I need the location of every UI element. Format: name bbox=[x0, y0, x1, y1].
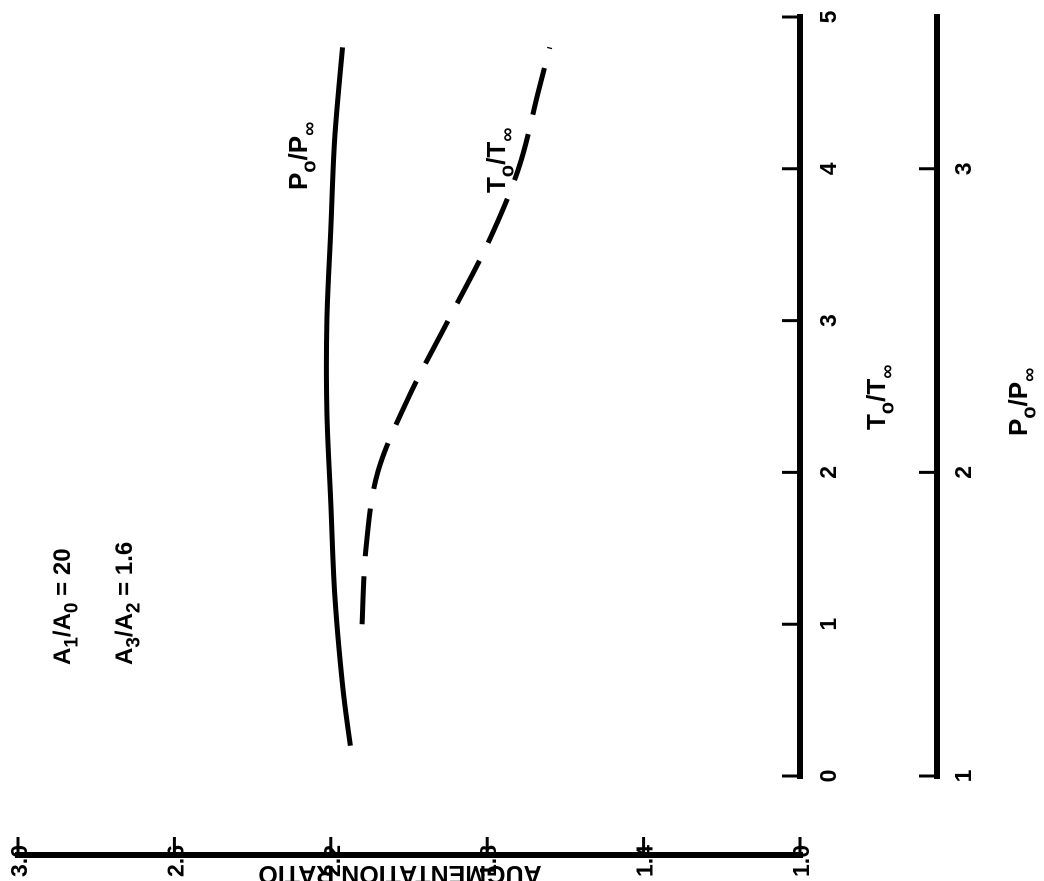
chart-axes bbox=[15, 14, 940, 858]
p-axis-tick-label: 3 bbox=[950, 162, 976, 175]
augmentation-ratio-tick-label: 1.8 bbox=[475, 845, 501, 877]
augmentation-ratio-tick-label: 2.6 bbox=[162, 845, 188, 877]
t-axis-tick-label: 5 bbox=[815, 10, 841, 23]
t-axis-tick-label: 4 bbox=[815, 162, 841, 175]
p-axis-tick-label: 1 bbox=[950, 769, 976, 782]
t-axis-tick-label: 1 bbox=[815, 618, 841, 631]
t-axis-tick-label: 0 bbox=[815, 770, 841, 783]
t-ratio-curve-label: To/T∞ bbox=[481, 128, 518, 193]
p-axis-tick-label: 2 bbox=[950, 466, 976, 479]
t-axis-tick-label: 3 bbox=[815, 314, 841, 327]
t-axis-tick-label: 2 bbox=[815, 466, 841, 479]
chart-labels: 3.0 2.6 2.2 1.8 1.4 1.0 AUGMENTATION RATIO 0 1 2 3… bbox=[6, 10, 1040, 881]
area-ratio-a1-a0-annotation: A1/A0 = 20 bbox=[49, 548, 83, 665]
p-ratio-curve-label: Po/P∞ bbox=[283, 122, 320, 190]
p-axis-title: Po/P∞ bbox=[1003, 368, 1040, 436]
t-axis-title: To/T∞ bbox=[861, 365, 898, 430]
augmentation-ratio-tick-label: 3.0 bbox=[6, 845, 32, 877]
chart-curves bbox=[323, 46, 553, 746]
area-ratio-a3-a2-annotation: A3/A2 = 1.6 bbox=[111, 542, 145, 665]
augmentation-ratio-tick-label: 1.4 bbox=[632, 845, 658, 877]
augmentation-ratio-axis-title: AUGMENTATION RATIO bbox=[258, 860, 541, 881]
augmentation-ratio-tick-label: 2.2 bbox=[319, 845, 345, 877]
p-ratio-curve bbox=[323, 47, 353, 746]
augmentation-ratio-tick-label: 1.0 bbox=[788, 845, 814, 877]
t-ratio-curve bbox=[359, 46, 553, 625]
